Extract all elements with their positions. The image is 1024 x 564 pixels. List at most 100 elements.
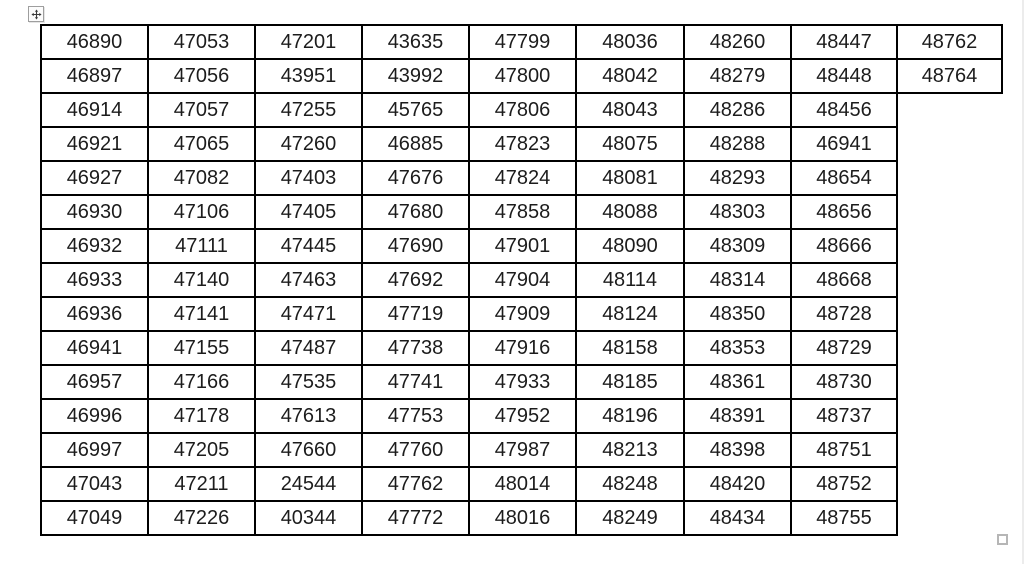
table-cell[interactable]: 46930 bbox=[40, 194, 149, 230]
table-cell[interactable]: 48361 bbox=[683, 364, 792, 400]
table-cell[interactable]: 47255 bbox=[254, 92, 363, 128]
table-cell[interactable]: 48075 bbox=[575, 126, 685, 162]
table-cell[interactable]: 40344 bbox=[254, 500, 363, 536]
table-cell[interactable]: 48043 bbox=[575, 92, 685, 128]
table-cell[interactable]: 47660 bbox=[254, 432, 363, 468]
table-cell[interactable]: 48656 bbox=[790, 194, 898, 230]
table-cell[interactable]: 47799 bbox=[468, 24, 577, 60]
table-cell[interactable]: 47800 bbox=[468, 58, 577, 94]
table-cell[interactable]: 48288 bbox=[683, 126, 792, 162]
table-cell[interactable]: 48081 bbox=[575, 160, 685, 196]
table-cell[interactable]: 46914 bbox=[40, 92, 149, 128]
table-cell[interactable]: 47824 bbox=[468, 160, 577, 196]
table-cell[interactable]: 47205 bbox=[147, 432, 256, 468]
table-cell[interactable]: 48751 bbox=[790, 432, 898, 468]
table-cell[interactable]: 48309 bbox=[683, 228, 792, 264]
table-cell[interactable]: 47487 bbox=[254, 330, 363, 366]
table-cell[interactable]: 47166 bbox=[147, 364, 256, 400]
table-cell[interactable]: 47463 bbox=[254, 262, 363, 298]
table-cell[interactable]: 48014 bbox=[468, 466, 577, 502]
table-cell[interactable]: 48196 bbox=[575, 398, 685, 434]
table-cell[interactable]: 43635 bbox=[361, 24, 470, 60]
table-cell[interactable]: 46996 bbox=[40, 398, 149, 434]
table-cell[interactable]: 47405 bbox=[254, 194, 363, 230]
table-cell[interactable]: 47692 bbox=[361, 262, 470, 298]
table-cell[interactable]: 47909 bbox=[468, 296, 577, 332]
table-cell[interactable]: 48448 bbox=[790, 58, 898, 94]
table-cell[interactable]: 47762 bbox=[361, 466, 470, 502]
table-cell[interactable]: 48090 bbox=[575, 228, 685, 264]
table-cell[interactable]: 47753 bbox=[361, 398, 470, 434]
table-cell[interactable]: 47952 bbox=[468, 398, 577, 434]
table-cell[interactable]: 47082 bbox=[147, 160, 256, 196]
table-cell[interactable]: 48114 bbox=[575, 262, 685, 298]
table-cell[interactable]: 47901 bbox=[468, 228, 577, 264]
table-cell[interactable]: 48737 bbox=[790, 398, 898, 434]
table-cell[interactable]: 47535 bbox=[254, 364, 363, 400]
table-cell[interactable]: 47260 bbox=[254, 126, 363, 162]
table-cell[interactable]: 48752 bbox=[790, 466, 898, 502]
table-cell[interactable]: 47772 bbox=[361, 500, 470, 536]
table-cell[interactable]: 47056 bbox=[147, 58, 256, 94]
table-cell[interactable]: 47065 bbox=[147, 126, 256, 162]
table-cell[interactable]: 48293 bbox=[683, 160, 792, 196]
table-cell[interactable]: 48654 bbox=[790, 160, 898, 196]
table-cell[interactable]: 48456 bbox=[790, 92, 898, 128]
table-cell[interactable]: 48350 bbox=[683, 296, 792, 332]
table-cell[interactable]: 47049 bbox=[40, 500, 149, 536]
table-cell[interactable]: 48042 bbox=[575, 58, 685, 94]
table-cell[interactable]: 48730 bbox=[790, 364, 898, 400]
table-cell[interactable]: 48303 bbox=[683, 194, 792, 230]
table-cell[interactable]: 47226 bbox=[147, 500, 256, 536]
table-cell[interactable]: 46890 bbox=[40, 24, 149, 60]
table-cell[interactable]: 47053 bbox=[147, 24, 256, 60]
table-cell[interactable]: 48755 bbox=[790, 500, 898, 536]
table-cell[interactable]: 47676 bbox=[361, 160, 470, 196]
table-cell[interactable]: 48447 bbox=[790, 24, 898, 60]
table-cell[interactable]: 48668 bbox=[790, 262, 898, 298]
table-cell[interactable]: 46933 bbox=[40, 262, 149, 298]
table-cell[interactable]: 47445 bbox=[254, 228, 363, 264]
table-cell[interactable]: 48016 bbox=[468, 500, 577, 536]
table-cell[interactable]: 48279 bbox=[683, 58, 792, 94]
table-cell[interactable]: 47141 bbox=[147, 296, 256, 332]
table-cell[interactable]: 47178 bbox=[147, 398, 256, 434]
table-cell[interactable]: 47057 bbox=[147, 92, 256, 128]
table-cell[interactable]: 46885 bbox=[361, 126, 470, 162]
table-cell[interactable]: 47471 bbox=[254, 296, 363, 332]
table-cell[interactable]: 47111 bbox=[147, 228, 256, 264]
table-cell[interactable]: 48764 bbox=[896, 58, 1003, 94]
table-cell[interactable]: 47741 bbox=[361, 364, 470, 400]
table-cell[interactable]: 48391 bbox=[683, 398, 792, 434]
table-cell[interactable]: 47858 bbox=[468, 194, 577, 230]
table-cell[interactable]: 48158 bbox=[575, 330, 685, 366]
table-cell[interactable]: 46927 bbox=[40, 160, 149, 196]
table-cell[interactable]: 48762 bbox=[896, 24, 1003, 60]
table-cell[interactable]: 48249 bbox=[575, 500, 685, 536]
table-cell[interactable]: 47760 bbox=[361, 432, 470, 468]
table-cell[interactable]: 46997 bbox=[40, 432, 149, 468]
table-cell[interactable]: 47916 bbox=[468, 330, 577, 366]
table-cell[interactable]: 48286 bbox=[683, 92, 792, 128]
table-cell[interactable]: 47719 bbox=[361, 296, 470, 332]
table-cell[interactable]: 47806 bbox=[468, 92, 577, 128]
table-cell[interactable]: 48260 bbox=[683, 24, 792, 60]
table-cell[interactable]: 47211 bbox=[147, 466, 256, 502]
table-cell[interactable]: 43951 bbox=[254, 58, 363, 94]
table-cell[interactable]: 46921 bbox=[40, 126, 149, 162]
table-cell[interactable]: 47155 bbox=[147, 330, 256, 366]
table-cell[interactable]: 47933 bbox=[468, 364, 577, 400]
table-cell[interactable]: 48666 bbox=[790, 228, 898, 264]
table-cell[interactable]: 46941 bbox=[40, 330, 149, 366]
table-cell[interactable]: 46897 bbox=[40, 58, 149, 94]
table-cell[interactable]: 43992 bbox=[361, 58, 470, 94]
table-cell[interactable]: 47201 bbox=[254, 24, 363, 60]
table-resize-handle[interactable] bbox=[997, 534, 1008, 545]
table-cell[interactable]: 47140 bbox=[147, 262, 256, 298]
table-cell[interactable]: 48088 bbox=[575, 194, 685, 230]
table-cell[interactable]: 48420 bbox=[683, 466, 792, 502]
table-cell[interactable]: 24544 bbox=[254, 466, 363, 502]
table-cell[interactable]: 48398 bbox=[683, 432, 792, 468]
table-cell[interactable]: 46932 bbox=[40, 228, 149, 264]
table-cell[interactable]: 48213 bbox=[575, 432, 685, 468]
